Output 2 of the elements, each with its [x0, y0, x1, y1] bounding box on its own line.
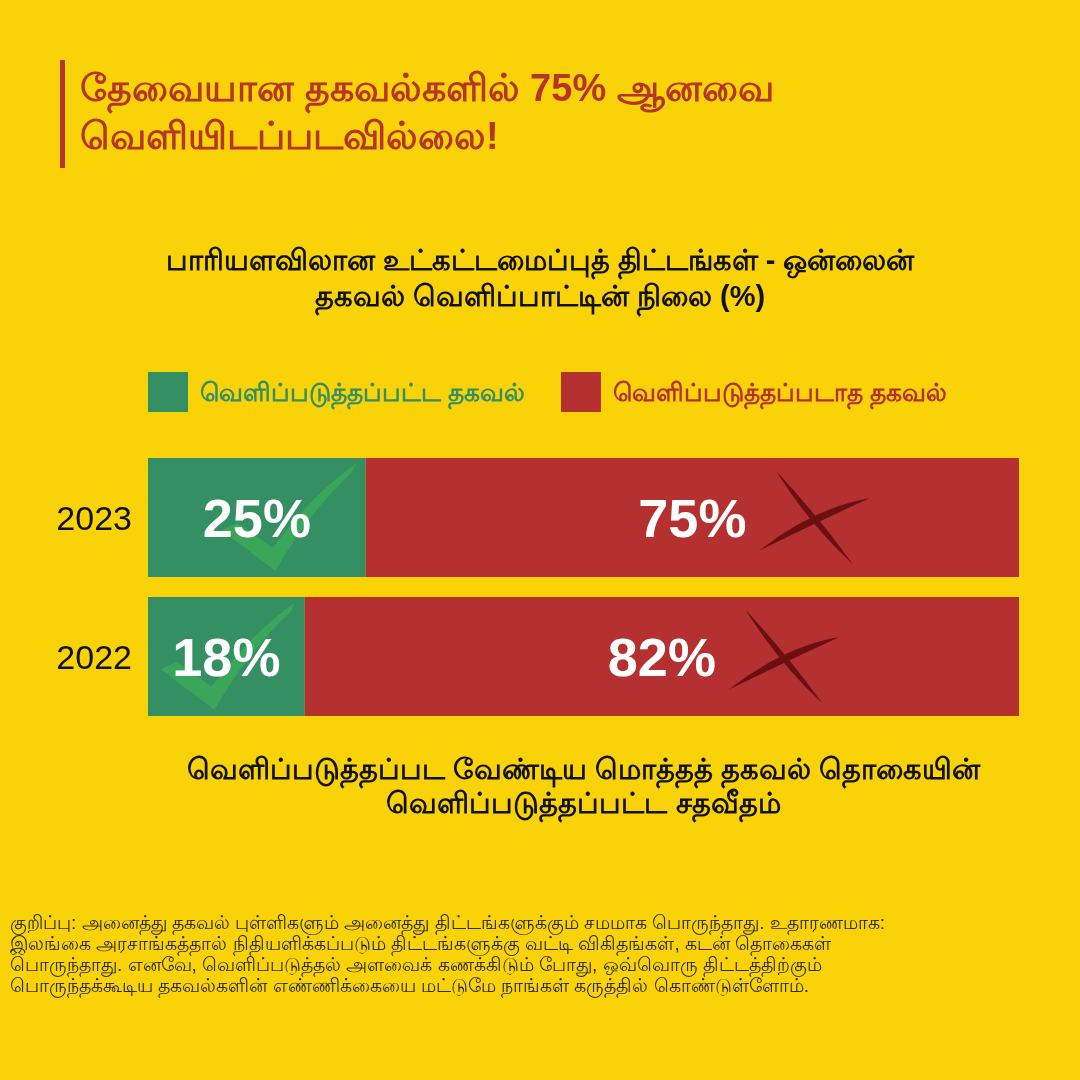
- note: குறிப்பு: அனைத்து தகவல் புள்ளிகளும் அனைத்து திட்டங்களுக்கும் சமமாக பொருந்தாது. உதாரணமாக: இலங்கை அரசாங்கத்தால் நிதியளிக்கப்படும் திட்டங்களுக்கு வட்டி விகிதங்கள், கடன் தொகைகள் பொருந்தாது. எனவே, வெளிப்படுத்தல் அளவைக் கணக்கிடும் போது, ஒவ்வொரு திட்டத்திற்கும் பொருந்தக்கூடிய தகவல்களின் எண்ணிக்கையை மட்டுமே நாங்கள் கருத்தில் கொண்டுள்ளோம்.: [10, 912, 887, 996]
- title: தேவையான தகவல்களில் 75% ஆனவை வெளியிடப்படவில்லை!: [80, 66, 775, 159]
